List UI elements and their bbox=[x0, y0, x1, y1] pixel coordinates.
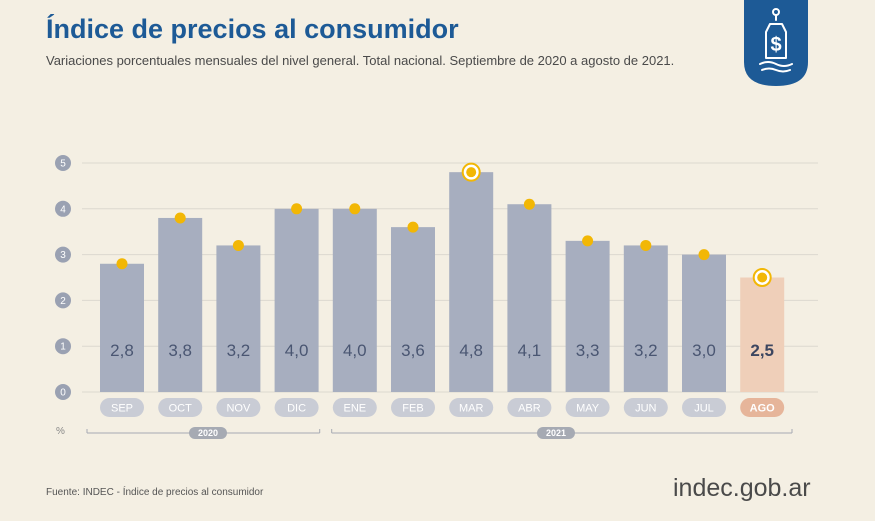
y-tick-badge bbox=[55, 155, 71, 171]
data-point bbox=[232, 239, 244, 251]
x-tick-pill bbox=[100, 398, 144, 417]
x-tick-label: ENE bbox=[343, 403, 366, 415]
x-tick-label: MAR bbox=[459, 403, 484, 415]
bar-value-label: 4,0 bbox=[285, 341, 309, 360]
bars-layer bbox=[100, 172, 785, 392]
value-labels-layer: 2,8 3,8 3,2 4,0 4,0 3,6 4,8 4,1 3,3 3,2 3,0 2,5 bbox=[110, 341, 774, 360]
x-tick-label: MAY bbox=[576, 403, 600, 415]
dots-layer bbox=[116, 162, 772, 287]
x-tick-label: ABR bbox=[518, 403, 541, 415]
x-tick-label: DIC bbox=[287, 403, 306, 415]
x-tick-label: JUN bbox=[635, 403, 656, 415]
bar-value-label: 3,6 bbox=[401, 341, 425, 360]
bar-may bbox=[565, 240, 610, 392]
data-point bbox=[757, 272, 768, 283]
year-pill bbox=[189, 427, 227, 439]
year-label: 2021 bbox=[546, 428, 566, 438]
data-point bbox=[640, 239, 652, 251]
x-tick-layer: SEP OCT NOV DIC ENE FEB MAR ABR MAY JUN JUL AGO bbox=[100, 398, 785, 417]
y-tick-badge bbox=[55, 338, 71, 355]
bar-sep bbox=[100, 263, 144, 392]
y-tick-label: 0 bbox=[60, 388, 66, 399]
x-tick-pill bbox=[740, 398, 785, 417]
bar-ago bbox=[740, 277, 785, 392]
x-tick-label: OCT bbox=[169, 403, 193, 415]
y-tick-label: 5 bbox=[60, 159, 66, 170]
y-tick-badge bbox=[55, 384, 71, 400]
y-tick-label: 4 bbox=[60, 204, 66, 215]
data-point bbox=[349, 203, 361, 215]
x-tick-pill bbox=[391, 398, 435, 417]
data-point bbox=[174, 212, 186, 224]
bar-value-label: 3,3 bbox=[576, 341, 600, 360]
bar-oct bbox=[158, 217, 203, 392]
y-tick-badge bbox=[55, 292, 71, 309]
bar-jun bbox=[623, 245, 668, 392]
page-subtitle: Variaciones porcentuales mensuales del n… bbox=[46, 53, 675, 68]
y-tick-label: 3 bbox=[60, 250, 66, 261]
bar-value-label: 2,5 bbox=[750, 341, 774, 360]
bar-nov bbox=[216, 245, 261, 392]
svg-text:$: $ bbox=[770, 34, 781, 56]
page-title: Índice de precios al consumidor bbox=[46, 14, 459, 44]
x-tick-pill bbox=[623, 398, 668, 417]
bar-value-label: 3,2 bbox=[634, 341, 658, 360]
bar-feb bbox=[391, 227, 435, 392]
x-tick-label: AGO bbox=[750, 403, 776, 415]
data-point bbox=[116, 258, 128, 270]
y-tick-badge bbox=[55, 246, 71, 263]
data-point bbox=[466, 167, 477, 178]
x-tick-pill bbox=[449, 398, 494, 417]
bar-abr bbox=[507, 204, 552, 392]
x-tick-label: SEP bbox=[111, 403, 133, 415]
source-note: Fuente: INDEC - Índice de precios al con… bbox=[46, 487, 264, 498]
y-tick-badge bbox=[55, 200, 71, 217]
x-tick-label: NOV bbox=[226, 403, 251, 415]
year-pill bbox=[537, 427, 575, 439]
data-point bbox=[291, 203, 303, 215]
year-groups-layer: 2020 2021 bbox=[86, 427, 793, 439]
brand-main: indec bbox=[673, 474, 733, 502]
x-tick-pill bbox=[507, 398, 552, 417]
data-point bbox=[407, 221, 419, 233]
x-tick-label: JUL bbox=[694, 403, 714, 415]
data-point bbox=[698, 249, 710, 261]
data-point bbox=[523, 198, 535, 210]
y-tick-label: 2 bbox=[60, 296, 66, 307]
bar-ene bbox=[332, 208, 377, 392]
brand-logo: indec.gob.ar bbox=[673, 474, 811, 503]
y-tick-label: 1 bbox=[60, 342, 66, 353]
price-tag-dollar-icon: $ bbox=[744, 0, 808, 86]
x-tick-pill bbox=[158, 398, 203, 417]
year-label: 2020 bbox=[198, 428, 218, 438]
x-tick-pill bbox=[216, 398, 261, 417]
data-point bbox=[582, 235, 594, 247]
bar-mar bbox=[449, 172, 494, 392]
y-axis-unit: % bbox=[56, 426, 65, 437]
x-tick-pill bbox=[332, 398, 377, 417]
x-tick-pill bbox=[565, 398, 610, 417]
bar-value-label: 4,0 bbox=[343, 341, 367, 360]
brand-suffix: .gob.ar bbox=[732, 474, 811, 502]
x-tick-pill bbox=[682, 398, 726, 417]
x-tick-pill bbox=[274, 398, 319, 417]
bar-value-label: 4,1 bbox=[518, 341, 542, 360]
bar-value-label: 3,2 bbox=[227, 341, 251, 360]
x-tick-label: FEB bbox=[402, 403, 423, 415]
bar-dic bbox=[274, 208, 319, 392]
bar-value-label: 3,0 bbox=[692, 341, 716, 360]
bar-value-label: 2,8 bbox=[110, 341, 134, 360]
bar-value-label: 4,8 bbox=[459, 341, 483, 360]
bar-jul bbox=[682, 254, 726, 392]
bar-value-label: 3,8 bbox=[168, 341, 192, 360]
